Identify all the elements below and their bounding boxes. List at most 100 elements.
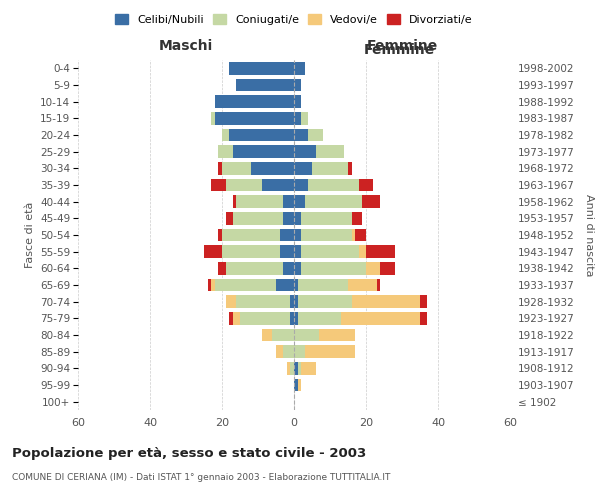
- Bar: [359, 246, 366, 258]
- Bar: [294, 129, 308, 141]
- Bar: [283, 212, 294, 224]
- Bar: [229, 62, 294, 74]
- Bar: [280, 229, 294, 241]
- Bar: [352, 296, 420, 308]
- Bar: [294, 296, 298, 308]
- Bar: [298, 362, 301, 374]
- Text: Maschi: Maschi: [159, 38, 213, 52]
- Bar: [276, 346, 283, 358]
- Bar: [233, 212, 283, 224]
- Bar: [229, 312, 233, 324]
- Bar: [222, 229, 280, 241]
- Bar: [211, 279, 215, 291]
- Bar: [215, 112, 294, 124]
- Bar: [294, 196, 305, 208]
- Bar: [204, 246, 222, 258]
- Bar: [308, 179, 359, 192]
- Bar: [362, 196, 380, 208]
- Bar: [211, 179, 226, 192]
- Bar: [294, 146, 316, 158]
- Bar: [348, 162, 352, 174]
- Bar: [226, 179, 262, 192]
- Bar: [229, 129, 294, 141]
- Bar: [298, 379, 301, 391]
- Bar: [222, 129, 229, 141]
- Bar: [294, 346, 305, 358]
- Bar: [305, 196, 362, 208]
- Bar: [298, 296, 352, 308]
- Bar: [294, 112, 301, 124]
- Bar: [294, 179, 308, 192]
- Bar: [294, 229, 301, 241]
- Bar: [359, 179, 373, 192]
- Bar: [294, 162, 312, 174]
- Bar: [352, 229, 355, 241]
- Bar: [366, 262, 380, 274]
- Bar: [301, 262, 366, 274]
- Bar: [287, 362, 290, 374]
- Bar: [301, 362, 316, 374]
- Bar: [283, 262, 294, 274]
- Bar: [290, 362, 294, 374]
- Bar: [312, 162, 348, 174]
- Bar: [341, 312, 420, 324]
- Bar: [218, 162, 222, 174]
- Bar: [366, 246, 395, 258]
- Y-axis label: Anni di nascita: Anni di nascita: [584, 194, 594, 276]
- Bar: [215, 96, 294, 108]
- Bar: [211, 112, 215, 124]
- Bar: [236, 296, 290, 308]
- Bar: [283, 346, 294, 358]
- Bar: [377, 279, 380, 291]
- Bar: [218, 146, 233, 158]
- Bar: [294, 79, 301, 92]
- Bar: [215, 279, 276, 291]
- Bar: [294, 262, 301, 274]
- Bar: [290, 296, 294, 308]
- Bar: [294, 312, 298, 324]
- Bar: [276, 279, 294, 291]
- Bar: [305, 346, 355, 358]
- Text: Femmine: Femmine: [367, 38, 437, 52]
- Bar: [294, 279, 298, 291]
- Bar: [301, 112, 308, 124]
- Bar: [236, 79, 294, 92]
- Bar: [294, 96, 301, 108]
- Legend: Celibi/Nubili, Coniugati/e, Vedovi/e, Divorziati/e: Celibi/Nubili, Coniugati/e, Vedovi/e, Di…: [111, 10, 477, 29]
- Bar: [226, 296, 236, 308]
- Bar: [420, 312, 427, 324]
- Bar: [240, 312, 290, 324]
- Bar: [208, 279, 211, 291]
- Bar: [298, 279, 348, 291]
- Bar: [319, 329, 355, 341]
- Bar: [355, 229, 366, 241]
- Text: COMUNE DI CERIANA (IM) - Dati ISTAT 1° gennaio 2003 - Elaborazione TUTTITALIA.IT: COMUNE DI CERIANA (IM) - Dati ISTAT 1° g…: [12, 472, 391, 482]
- Bar: [262, 329, 272, 341]
- Text: Femmine: Femmine: [364, 42, 436, 56]
- Bar: [348, 279, 377, 291]
- Bar: [262, 179, 294, 192]
- Bar: [222, 162, 251, 174]
- Bar: [218, 262, 226, 274]
- Bar: [301, 212, 352, 224]
- Text: Popolazione per età, sesso e stato civile - 2003: Popolazione per età, sesso e stato civil…: [12, 448, 366, 460]
- Bar: [251, 162, 294, 174]
- Bar: [294, 329, 319, 341]
- Bar: [420, 296, 427, 308]
- Y-axis label: Fasce di età: Fasce di età: [25, 202, 35, 268]
- Bar: [294, 246, 301, 258]
- Bar: [283, 196, 294, 208]
- Bar: [233, 146, 294, 158]
- Bar: [294, 379, 298, 391]
- Bar: [233, 196, 236, 208]
- Bar: [280, 246, 294, 258]
- Bar: [226, 262, 283, 274]
- Bar: [316, 146, 344, 158]
- Bar: [294, 362, 298, 374]
- Bar: [226, 212, 233, 224]
- Bar: [272, 329, 294, 341]
- Bar: [380, 262, 395, 274]
- Bar: [298, 312, 341, 324]
- Bar: [233, 312, 240, 324]
- Bar: [236, 196, 283, 208]
